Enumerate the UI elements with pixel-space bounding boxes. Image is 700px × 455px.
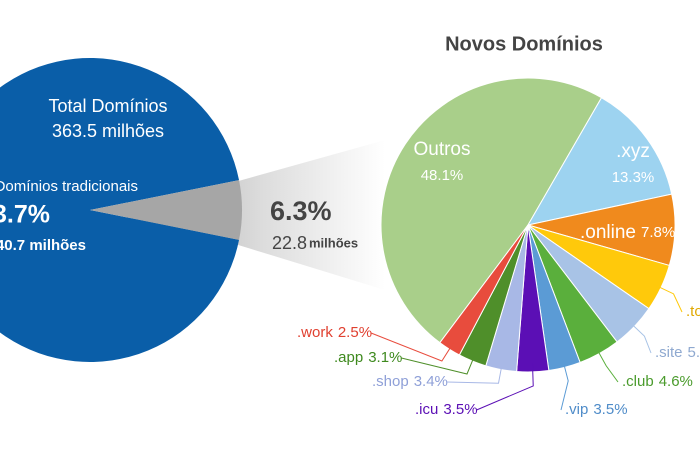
pie-slice [90,180,242,240]
slice-label: Outros [413,139,470,160]
pie-slice [527,97,673,226]
slice-label: .shop [372,373,409,390]
slice-label-line: .site 5.0% [655,344,700,361]
slice-label: .xyz [616,141,650,162]
leader-line [653,283,683,313]
pie-slice [0,58,240,362]
leader-line [446,361,504,384]
leader-line [560,359,569,411]
slice-label: .site [655,344,683,361]
slice-label-line: .online 7.8% [580,222,675,243]
slice-value: 4.6% [659,373,693,390]
slice-label: .vip [565,401,588,418]
slice-value: 93.7% [0,201,50,229]
connector [110,140,385,290]
pie-slice [380,77,603,344]
left-pie: Total Domínios 363.5 milhões Domínios trad… [0,58,358,362]
slice-label-line: .club 4.6% [622,373,693,390]
leader-line [401,353,476,375]
slice-unit: milhões [309,235,358,250]
slice-value: 3.4% [414,373,448,390]
pie-title: Novos Domínios [445,33,603,55]
slice-label: .online [580,222,636,243]
slice-amount: 340.7 milhões [0,237,86,254]
slice-label-line: .top5.2% [686,303,700,320]
slice-label-line: .vip 3.5% [565,401,628,418]
slice-label: .icu [415,401,438,418]
leader-line [628,320,652,354]
slice-value: 3.1% [368,349,402,366]
slice-label: .club [622,373,654,390]
slice-value: 5.0% [688,344,700,361]
slice-amount: 22.8 [272,233,307,253]
slice-label: Domínios tradicionais [0,178,138,195]
slice-value: 6.3% [270,196,332,226]
slice-label: .work [297,324,333,341]
slice-value: 2.5% [338,324,372,341]
pie-title: Total Domínios [48,96,167,116]
slice-value: 3.5% [593,401,627,418]
slice-value: 13.3% [612,169,655,186]
slice-label-line: .work 2.5% [297,324,372,341]
leader-line [370,332,455,362]
right-pie: Novos Domínios Outros 48.1% .xyz 13.3% .onlin… [297,33,700,418]
slice-label-line: .shop 3.4% [372,373,448,390]
slice-label: .app [334,349,363,366]
slice-value: 3.5% [443,401,477,418]
slice-label-line: .app 3.1% [334,349,402,366]
slice-value: 48.1% [421,167,464,184]
slice-label: .top [686,303,700,320]
slice-label-line: .icu 3.5% [415,401,478,418]
leader-line [595,346,619,383]
leader-line [476,363,534,411]
pie-subtitle: 363.5 milhões [52,121,164,141]
slice-value: 7.8% [641,224,675,241]
